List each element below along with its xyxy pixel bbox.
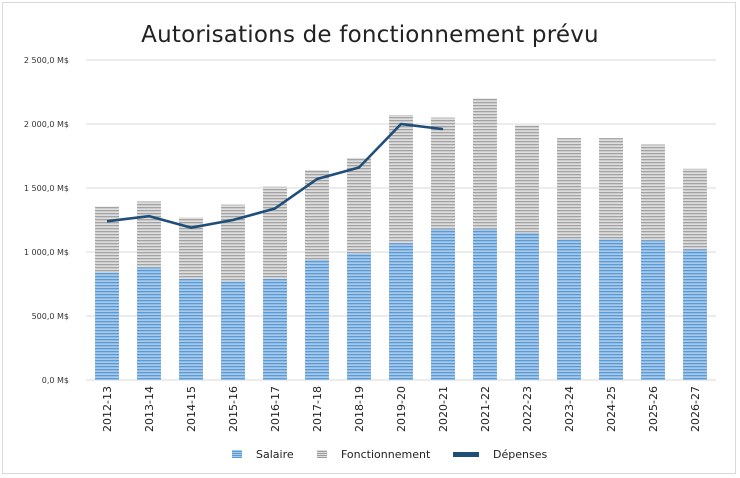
x-tick-label: 2023-24 (563, 386, 576, 432)
bar-salaire (179, 278, 203, 380)
bar-fonctionnement (179, 217, 203, 279)
legend-swatch-fonctionnement (317, 450, 327, 458)
bar-fonctionnement (305, 170, 329, 260)
bar-salaire (683, 249, 707, 380)
bar-fonctionnement (389, 115, 413, 244)
y-axis: 0,0 M$ 500,0 M$ 1 000,0 M$ 1 500,0 M$ 2 000,… (24, 56, 69, 385)
bar-salaire (221, 281, 245, 380)
legend-item-fonctionnement: Fonctionnement (317, 446, 430, 462)
legend-label-depenses: Dépenses (493, 447, 548, 461)
legend-item-salaire: Salaire (232, 446, 294, 462)
x-tick-label: 2026-27 (689, 386, 702, 432)
bar-salaire (599, 239, 623, 380)
bar-fonctionnement (347, 157, 371, 254)
x-tick-label: 2024-25 (605, 386, 618, 432)
bar-fonctionnement (431, 117, 455, 229)
y-tick-label: 0,0 M$ (42, 376, 69, 385)
bar-salaire (305, 259, 329, 380)
legend: Salaire Fonctionnement Dépenses (0, 446, 740, 466)
bar-salaire (137, 267, 161, 380)
bar-salaire (431, 228, 455, 380)
x-tick-label: 2025-26 (647, 386, 660, 432)
legend-swatch-salaire (232, 450, 242, 458)
bar-salaire (263, 278, 287, 380)
chart-title: Autorisations de fonctionnement prévu (141, 22, 599, 48)
y-tick-label: 2 000,0 M$ (24, 120, 69, 129)
legend-swatch-depenses (453, 451, 479, 457)
bar-fonctionnement (641, 144, 665, 241)
x-tick-label: 2012-13 (101, 386, 114, 432)
bar-salaire (389, 243, 413, 380)
legend-label-fonctionnement: Fonctionnement (341, 447, 431, 461)
bars (95, 98, 707, 380)
bar-salaire (95, 272, 119, 380)
bar-salaire (641, 240, 665, 380)
legend-item-depenses: Dépenses (453, 446, 547, 462)
x-tick-label: 2013-14 (143, 386, 156, 432)
bar-fonctionnement (683, 168, 707, 250)
y-tick-label: 2 500,0 M$ (24, 56, 69, 65)
y-tick-label: 1 000,0 M$ (24, 248, 69, 257)
bar-salaire (347, 253, 371, 380)
x-tick-label: 2018-19 (353, 386, 366, 432)
bar-salaire (557, 239, 581, 380)
bar-fonctionnement (515, 125, 539, 233)
bar-fonctionnement (557, 138, 581, 240)
x-tick-label: 2022-23 (521, 386, 534, 432)
x-tick-label: 2017-18 (311, 386, 324, 432)
legend-label-salaire: Salaire (256, 447, 294, 461)
bar-fonctionnement (221, 204, 245, 282)
x-tick-label: 2015-16 (227, 386, 240, 432)
x-tick-label: 2019-20 (395, 386, 408, 432)
bar-fonctionnement (137, 201, 161, 268)
bar-salaire (473, 228, 497, 380)
x-tick-label: 2021-22 (479, 386, 492, 432)
bar-fonctionnement (263, 186, 287, 279)
bar-fonctionnement (599, 138, 623, 240)
x-tick-label: 2020-21 (437, 386, 450, 432)
bar-salaire (515, 232, 539, 380)
bar-fonctionnement (95, 206, 119, 273)
bar-fonctionnement (473, 98, 497, 229)
y-tick-label: 1 500,0 M$ (24, 184, 69, 193)
x-tick-label: 2014-15 (185, 386, 198, 432)
x-axis: 2012-13 2013-14 2014-15 2015-16 2016-17 2017-… (101, 386, 702, 432)
x-tick-label: 2016-17 (269, 386, 282, 432)
y-tick-label: 500,0 M$ (32, 312, 69, 321)
depenses-line-group (106, 122, 444, 229)
